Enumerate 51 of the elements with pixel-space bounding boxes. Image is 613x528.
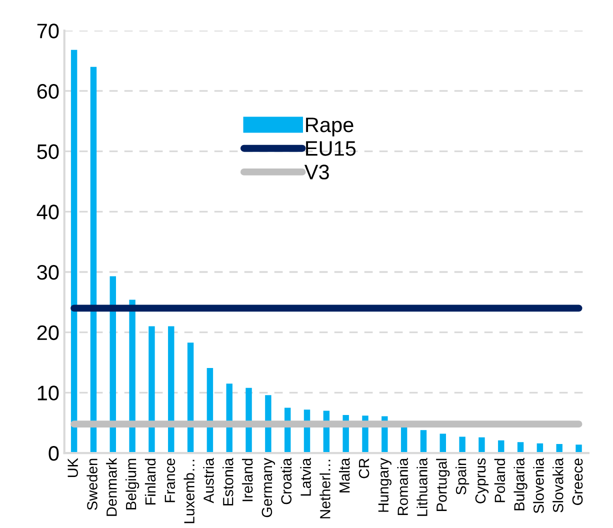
x-tick-label: Cyprus <box>475 458 489 504</box>
y-tick-label: 20 <box>37 325 59 340</box>
y-tick-label: 60 <box>37 84 59 99</box>
x-tick-label: Hungary <box>378 458 392 512</box>
x-tick-label: Latvia <box>300 458 311 496</box>
x-tick-label: Malta <box>339 458 350 492</box>
y-tick-label: 50 <box>37 144 59 160</box>
x-tick-label: Denmark <box>106 458 117 516</box>
x-tick-label: Bulgaria <box>514 458 528 510</box>
bar <box>420 430 427 454</box>
bar <box>440 434 446 454</box>
x-tick-label: Croatia <box>280 458 292 504</box>
bar <box>129 300 136 454</box>
bar <box>70 50 78 454</box>
bar <box>187 342 194 454</box>
x-tick-label: Luxemb… <box>184 460 194 524</box>
x-tick-label: UK <box>68 458 78 478</box>
bar <box>576 444 582 454</box>
x-tick-label: Slovenia <box>533 458 544 514</box>
y-tick-label: 40 <box>36 204 59 220</box>
x-tick-label: Netherl… <box>320 460 330 518</box>
x-tick-label: Slovakia <box>552 458 564 512</box>
bar <box>246 388 252 454</box>
y-tick-label: 70 <box>37 24 59 38</box>
x-tick-label: Lithuania <box>416 458 428 516</box>
bar <box>478 437 485 454</box>
x-tick-label: Romania <box>397 458 408 516</box>
x-tick-label: Finland <box>144 458 156 505</box>
x-tick-label: CR <box>358 458 370 478</box>
x-tick-label: Estonia <box>222 458 234 506</box>
x-tick-label: Ireland <box>242 458 253 502</box>
x-tick-label: Spain <box>456 458 470 495</box>
x-tick-label: Sweden <box>86 458 98 510</box>
y-tick-label: 10 <box>38 386 59 400</box>
x-tick-label: France <box>164 458 176 502</box>
legend-label: Rape <box>306 118 354 136</box>
y-tick-label: 30 <box>37 264 59 280</box>
x-tick-label: Austria <box>203 458 214 504</box>
legend-label: V3 <box>304 164 329 180</box>
x-tick-label: Belgium <box>126 458 140 510</box>
bar <box>90 66 97 454</box>
x-tick-label: Germany <box>262 458 275 518</box>
bar <box>265 395 272 454</box>
x-tick-label: Poland <box>494 458 506 502</box>
bar <box>148 326 155 454</box>
bar <box>168 326 174 454</box>
x-tick-label: Portugal <box>436 458 450 512</box>
x-tick-label: Greece <box>572 458 583 505</box>
legend-label: EU15 <box>306 141 356 156</box>
bar <box>459 436 466 454</box>
y-tick-label: 0 <box>48 446 59 461</box>
